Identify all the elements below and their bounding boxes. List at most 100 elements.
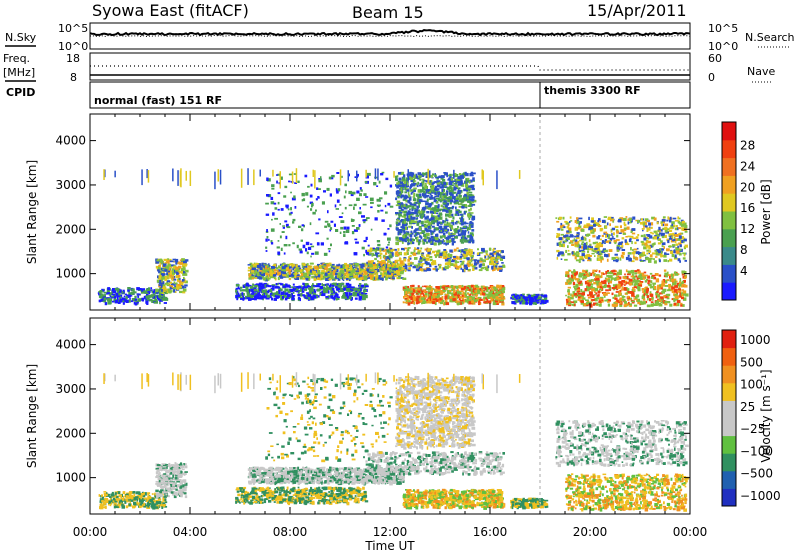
echo-cell xyxy=(468,262,471,265)
echo-cell xyxy=(302,294,305,297)
echo-cell xyxy=(438,216,442,220)
echo-cell xyxy=(402,286,407,290)
echo-cell xyxy=(403,257,407,259)
echo-cell xyxy=(464,193,468,197)
echo-cell xyxy=(359,288,362,291)
echo-cell xyxy=(399,214,403,217)
echo-cell xyxy=(306,205,309,208)
echo-cell xyxy=(385,275,387,278)
echo-cell xyxy=(130,292,135,295)
echo-cell xyxy=(436,251,440,255)
echo-cell xyxy=(659,248,662,252)
echo-cell xyxy=(476,287,480,290)
echo-cell xyxy=(404,301,408,304)
echo-cell xyxy=(422,180,425,183)
echo-cell xyxy=(360,273,363,276)
echo-cell xyxy=(459,180,463,183)
echo-cell xyxy=(442,229,445,233)
echo-cell xyxy=(160,294,163,296)
echo-cell xyxy=(684,230,688,233)
echo-cell xyxy=(430,217,434,221)
echo-cell xyxy=(482,250,484,254)
echo-cell xyxy=(512,297,516,300)
echo-cell xyxy=(346,274,350,278)
echo-cell xyxy=(411,284,415,287)
echo-cell xyxy=(335,297,338,300)
echo-cell xyxy=(499,284,502,288)
echo-cell xyxy=(410,290,413,294)
echo-cell xyxy=(495,252,499,255)
echo-cell xyxy=(460,199,464,202)
echo-cell xyxy=(639,255,642,259)
echo-cell xyxy=(257,283,260,287)
echo-cell xyxy=(453,295,457,299)
echo-cell xyxy=(249,285,254,289)
echo-cell xyxy=(405,288,409,291)
echo-cell xyxy=(502,255,506,259)
echo-cell xyxy=(411,300,414,304)
echo-cell xyxy=(405,184,410,188)
echo-cell xyxy=(388,274,392,277)
echo-cell xyxy=(403,174,406,177)
echo-cell xyxy=(466,227,469,232)
echo-cell xyxy=(448,196,451,200)
echo-cell xyxy=(451,219,454,224)
echo-cell xyxy=(235,291,238,293)
echo-cell xyxy=(169,260,174,263)
echo-cell xyxy=(279,275,282,277)
echo-cell xyxy=(174,285,178,289)
echo-cell xyxy=(457,203,462,206)
echo-cell xyxy=(263,269,266,272)
echo-cell xyxy=(382,274,385,278)
echo-cell xyxy=(465,181,467,185)
echo-cell xyxy=(363,240,367,243)
echo-cell xyxy=(306,276,311,280)
echo-cell xyxy=(235,287,238,290)
echo-cell xyxy=(345,229,350,233)
echo-cell xyxy=(667,239,670,244)
echo-cell xyxy=(451,242,454,246)
echo-cell xyxy=(482,248,485,253)
echo-cell xyxy=(432,230,435,234)
echo-cell xyxy=(394,273,398,276)
echo-cell xyxy=(265,250,268,252)
echo-cell xyxy=(433,242,437,246)
echo-cell xyxy=(438,264,442,266)
echo-cell xyxy=(385,177,389,181)
echo-cell xyxy=(178,286,182,288)
echo-cell xyxy=(440,221,443,224)
echo-cell xyxy=(396,200,401,203)
echo-cell xyxy=(433,216,436,220)
echo-cell xyxy=(323,252,328,256)
echo-cell xyxy=(463,251,467,255)
echo-cell xyxy=(491,288,494,291)
echo-cell xyxy=(355,290,358,293)
echo-cell xyxy=(381,259,386,262)
echo-cell xyxy=(331,287,335,291)
echo-cell xyxy=(314,296,317,299)
echo-cell xyxy=(567,223,570,227)
echo-cell xyxy=(404,186,407,191)
echo-cell xyxy=(607,253,610,257)
echo-cell xyxy=(372,262,376,264)
echo-cell xyxy=(421,302,423,305)
echo-cell xyxy=(264,272,268,274)
echo-cell xyxy=(437,204,440,208)
nave-trace xyxy=(90,65,690,71)
echo-cell xyxy=(623,223,627,227)
echo-cell xyxy=(449,201,452,205)
echo-cell xyxy=(410,172,415,176)
echo-cell xyxy=(361,292,364,295)
echo-cell xyxy=(485,300,489,303)
echo-cell xyxy=(427,251,431,255)
echo-cell xyxy=(258,275,261,278)
echo-cell xyxy=(284,290,286,293)
echo-cell xyxy=(290,273,293,277)
echo-cell xyxy=(492,292,495,296)
echo-cell xyxy=(298,285,302,289)
echo-cell xyxy=(455,300,459,303)
echo-cell xyxy=(455,265,460,269)
echo-cell xyxy=(342,264,346,268)
echo-cell xyxy=(400,238,404,241)
echo-cell xyxy=(284,264,288,268)
